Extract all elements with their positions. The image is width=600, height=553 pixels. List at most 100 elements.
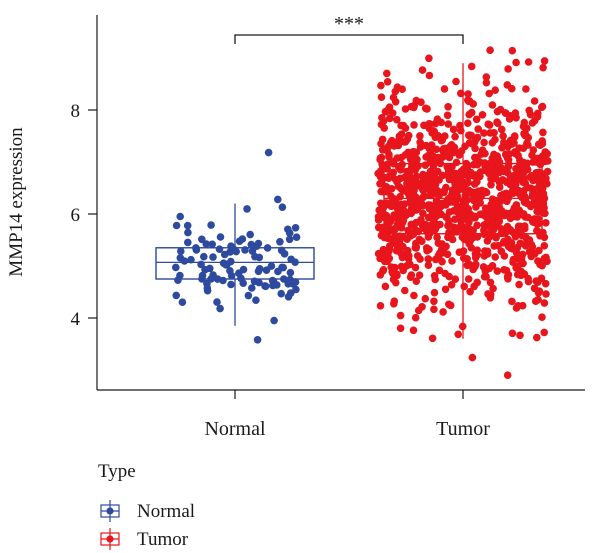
data-point: [396, 324, 405, 333]
data-point: [412, 277, 421, 286]
data-point: [429, 184, 438, 193]
data-point: [216, 304, 224, 313]
data-point: [419, 209, 427, 218]
data-point: [449, 125, 458, 134]
data-point: [399, 187, 407, 195]
data-point: [393, 115, 401, 124]
data-point: [424, 261, 433, 270]
data-point: [446, 142, 454, 151]
data-point: [499, 167, 508, 176]
data-point: [502, 109, 510, 117]
data-point: [213, 298, 221, 306]
data-point: [444, 120, 453, 128]
data-point: [489, 284, 497, 293]
data-point: [421, 104, 430, 113]
data-point: [451, 275, 460, 284]
data-point: [421, 294, 430, 303]
data-point: [411, 243, 420, 252]
data-point: [511, 180, 520, 189]
data-point: [207, 221, 215, 229]
data-point: [524, 277, 533, 286]
data-point: [486, 294, 495, 302]
data-point: [396, 174, 405, 183]
data-point: [538, 139, 547, 148]
data-point: [376, 154, 385, 162]
data-point: [444, 151, 453, 159]
data-point: [219, 259, 228, 268]
data-point: [374, 213, 383, 221]
data-point: [489, 225, 498, 234]
data-point: [433, 233, 441, 242]
data-point: [445, 217, 453, 225]
data-point: [469, 100, 478, 108]
data-point: [422, 153, 430, 161]
data-point: [264, 148, 273, 157]
data-point: [486, 278, 495, 287]
data-point: [430, 305, 438, 314]
data-point: [406, 260, 414, 269]
data-point: [497, 125, 506, 134]
data-point: [183, 221, 192, 230]
data-point: [484, 120, 493, 128]
data-point: [289, 280, 298, 288]
data-point: [476, 199, 485, 207]
data-point: [524, 141, 532, 149]
data-point: [411, 198, 419, 206]
data-point: [383, 69, 391, 78]
data-point: [397, 165, 405, 174]
data-point: [413, 252, 422, 260]
data-point: [470, 282, 478, 291]
data-point: [414, 306, 423, 315]
x-ticks: Normal Tumor: [204, 390, 490, 440]
data-point: [473, 233, 482, 241]
data-point: [481, 159, 489, 167]
data-point: [455, 151, 464, 159]
data-point: [197, 260, 205, 269]
data-point: [494, 156, 503, 164]
data-point: [415, 271, 424, 280]
data-point: [431, 158, 439, 167]
data-point: [377, 187, 386, 196]
data-point: [430, 272, 439, 280]
data-point: [449, 198, 457, 206]
data-point: [405, 131, 413, 140]
data-point: [538, 102, 547, 111]
data-point: [262, 266, 271, 275]
data-point: [539, 63, 547, 72]
data-point: [457, 89, 465, 98]
data-point: [412, 172, 421, 181]
data-point: [473, 160, 482, 169]
data-point: [384, 234, 392, 243]
data-point: [418, 237, 426, 245]
data-point: [510, 139, 518, 147]
data-point: [473, 153, 481, 162]
data-point: [486, 129, 495, 137]
data-point: [534, 278, 542, 286]
data-point: [207, 275, 215, 283]
data-point: [246, 230, 254, 239]
data-point: [445, 300, 453, 309]
data-point: [466, 131, 474, 139]
data-point: [410, 103, 418, 112]
data-point: [463, 254, 471, 263]
data-point: [291, 224, 300, 232]
data-point: [385, 150, 393, 159]
data-point: [477, 192, 485, 201]
data-point: [478, 111, 487, 119]
data-point: [405, 252, 413, 260]
data-point: [539, 228, 547, 237]
data-point: [178, 298, 187, 307]
data-point: [431, 119, 440, 128]
data-point: [467, 139, 476, 148]
data-point: [393, 83, 402, 91]
data-point: [472, 115, 481, 124]
data-point: [460, 223, 469, 232]
data-point: [388, 136, 396, 145]
data-point: [480, 211, 489, 219]
data-point: [438, 153, 447, 162]
data-point: [444, 167, 453, 176]
data-point: [385, 114, 394, 123]
data-point: [412, 218, 421, 227]
data-point: [472, 260, 480, 269]
